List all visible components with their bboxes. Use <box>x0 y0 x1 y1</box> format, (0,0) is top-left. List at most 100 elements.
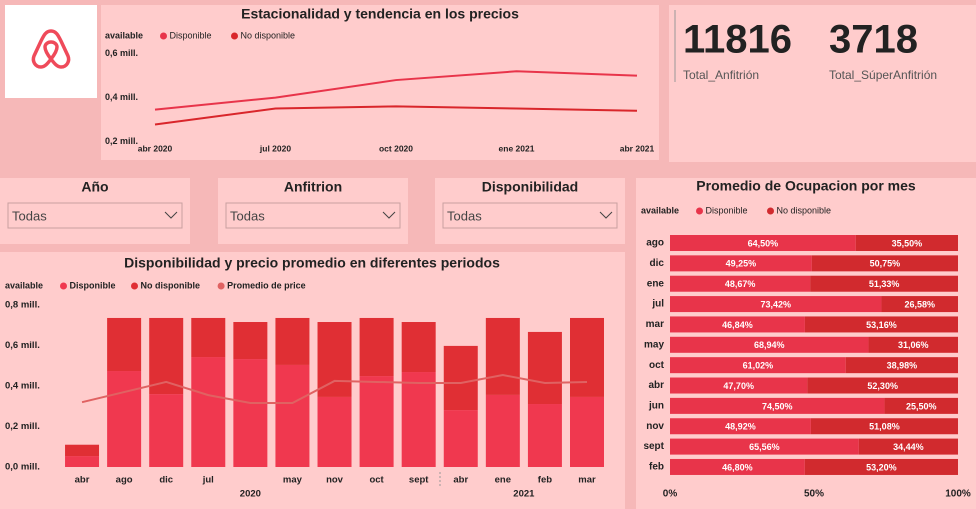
bar <box>670 316 805 333</box>
y-tick-label: jul <box>651 299 664 310</box>
card-label: Total_Anfitrión <box>683 68 759 82</box>
bar <box>670 296 882 313</box>
bar <box>670 418 811 435</box>
bar <box>804 458 958 475</box>
card-value: 11816 <box>683 18 792 62</box>
x-tick-label: abr 2020 <box>138 143 173 153</box>
y-tick-label: ago <box>646 238 664 249</box>
dropdown[interactable] <box>442 202 618 229</box>
data-label: 46,84% <box>722 320 753 330</box>
bar <box>670 438 859 455</box>
x-tick-label: ene 2021 <box>499 143 535 153</box>
slicer[interactable]: Año Todas <box>0 178 190 244</box>
data-label: 38,98% <box>887 361 918 371</box>
data-label: 31,06% <box>898 340 929 350</box>
bar <box>804 316 958 333</box>
y-tick-label: ene <box>647 278 665 289</box>
x-tick-label: ago <box>116 475 133 486</box>
bar <box>191 317 226 358</box>
x-tick-label: abr 2021 <box>620 143 655 153</box>
y-tick-label: 0,2 mill. <box>105 136 138 146</box>
y-tick-label: 0,8 mill. <box>5 300 40 311</box>
slicer-title: Año <box>81 179 108 195</box>
data-label: 74,50% <box>762 401 793 411</box>
data-label: 48,92% <box>725 422 756 432</box>
x-tick-label: 0% <box>663 489 678 500</box>
cards-panel <box>669 5 976 162</box>
data-label: 46,80% <box>722 462 753 472</box>
legend-marker <box>60 282 67 290</box>
dropdown-value: Todas <box>230 208 265 223</box>
bar <box>149 394 184 467</box>
data-label: 50,75% <box>870 259 901 269</box>
bar <box>233 359 268 467</box>
chevron <box>164 211 178 219</box>
legend-label: Disponible <box>170 30 212 40</box>
x-tick-label: abr <box>453 475 468 486</box>
data-label: 47,70% <box>723 381 754 391</box>
bar <box>670 357 846 374</box>
dropdown[interactable] <box>225 202 401 229</box>
bar <box>401 322 436 373</box>
slicer-panel <box>218 178 408 244</box>
x-tick-label: 100% <box>945 489 971 500</box>
y-tick-label: 0,4 mill. <box>5 381 40 392</box>
bar <box>359 317 394 377</box>
y-tick-label: dic <box>650 258 665 269</box>
bar <box>884 397 958 414</box>
data-label: 25,50% <box>906 401 937 411</box>
data-label: 51,33% <box>869 279 900 289</box>
bar <box>570 396 604 467</box>
y-tick-label: 0,0 mill. <box>5 462 40 473</box>
x-tick-label: oct 2020 <box>379 143 413 153</box>
x-tick-label: oct <box>369 475 384 486</box>
bar <box>443 345 478 411</box>
data-label: 65,56% <box>749 442 780 452</box>
y-tick-label: may <box>644 339 664 350</box>
data-label: 34,44% <box>893 442 924 452</box>
bar <box>810 418 958 435</box>
legend-marker <box>231 32 238 40</box>
bar <box>107 317 142 372</box>
bar <box>807 377 958 394</box>
bar <box>670 397 885 414</box>
bar <box>107 371 142 467</box>
bar <box>485 394 520 467</box>
slicer[interactable]: Disponibilidad Todas <box>435 178 625 244</box>
bar <box>810 275 958 292</box>
data-label: 64,50% <box>748 238 779 248</box>
x-tick-label: ene <box>495 475 511 486</box>
y-tick-label: abr <box>648 380 664 391</box>
x-tick-label: mar <box>578 475 596 486</box>
bar <box>275 364 310 467</box>
bar <box>485 317 520 395</box>
line <box>81 374 588 405</box>
x-tick-label: jul 2020 <box>259 143 291 153</box>
bar <box>670 377 808 394</box>
dropdown[interactable] <box>7 202 183 229</box>
y-tick-label: sept <box>643 441 664 452</box>
y-tick-label: nov <box>646 421 664 432</box>
data-label: 35,50% <box>892 238 923 248</box>
dropdown-value: Todas <box>12 208 47 223</box>
slicer[interactable]: Anfitrion Todas <box>218 178 408 244</box>
data-label: 26,58% <box>904 299 935 309</box>
logo-box <box>5 5 97 98</box>
legend-title: available <box>5 280 43 290</box>
x-tick-label: sept <box>409 475 429 486</box>
data-label: 73,42% <box>760 299 791 309</box>
bar <box>401 372 436 467</box>
x-tick-label: jul <box>202 475 214 486</box>
bar-panel <box>0 252 625 509</box>
card-value: 3718 <box>829 18 918 62</box>
bar <box>858 438 958 455</box>
bar <box>868 336 958 353</box>
line <box>154 105 638 126</box>
x-tick-label: feb <box>538 475 552 486</box>
legend-marker <box>131 282 138 290</box>
legend-label: Promedio de price <box>227 280 306 290</box>
x-tick-label: may <box>283 475 303 486</box>
card-label: Total_SúperAnfitrión <box>829 68 937 82</box>
bar <box>65 444 100 457</box>
